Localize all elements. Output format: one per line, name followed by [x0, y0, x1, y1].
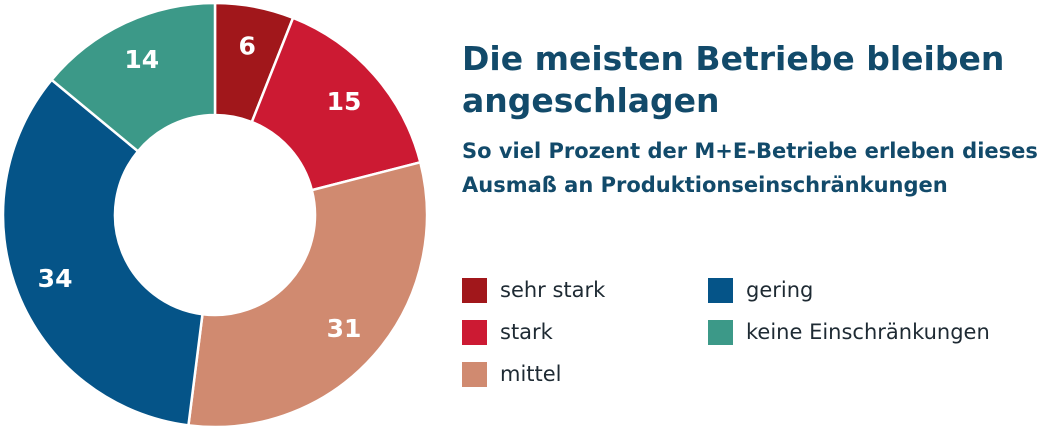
donut-slices [1, 1, 429, 429]
donut-value-label: 34 [38, 264, 73, 293]
donut-slice-gering [1, 78, 204, 427]
legend-label: sehr stark [500, 278, 606, 302]
chart-title: Die meisten Betriebe bleiben angeschlage… [462, 39, 1005, 120]
donut-value-label: 14 [124, 45, 159, 74]
donut-chart: 6 15 31 34 14 [1, 1, 429, 429]
legend-label: keine Einschränkungen [746, 320, 990, 344]
chart-subtitle: So viel Prozent der M+E-Betriebe erleben… [462, 139, 1038, 197]
legend-swatch [462, 319, 487, 345]
legend-item-gering: gering [708, 275, 813, 305]
donut-value-label: 31 [327, 314, 362, 343]
legend-item-mittel: mittel [462, 359, 562, 389]
donut-value-label: 6 [239, 32, 256, 61]
legend-swatch [462, 361, 487, 387]
legend-item-keine-einschraenkungen: keine Einschränkungen [708, 317, 990, 347]
donut-slice-keine-einschränkungen [49, 1, 217, 154]
legend-label: mittel [500, 362, 562, 386]
donut-value-labels: 6 15 31 34 14 [38, 32, 362, 344]
legend-swatch [708, 319, 733, 345]
legend-label: stark [500, 320, 553, 344]
legend: sehr stark stark mittel gering keine Ein… [462, 275, 1062, 405]
donut-value-label: 15 [327, 87, 362, 116]
donut-slice-mittel [187, 160, 429, 429]
legend-item-stark: stark [462, 317, 553, 347]
legend-label: gering [746, 278, 814, 302]
legend-item-sehr-stark: sehr stark [462, 275, 605, 305]
legend-swatch [708, 277, 733, 303]
legend-swatch [462, 277, 487, 303]
donut-slice-stark [250, 16, 422, 192]
